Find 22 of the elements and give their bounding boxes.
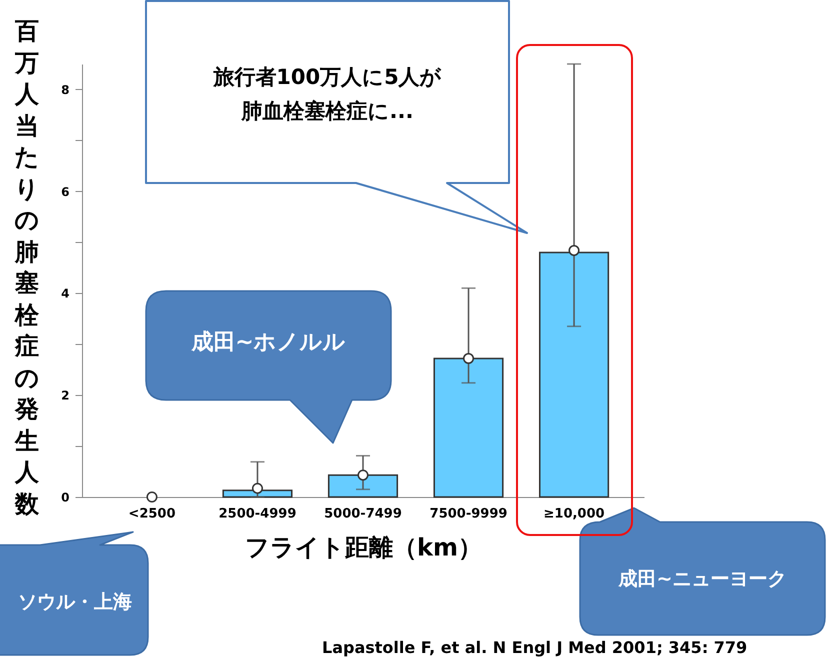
text: Lapastolle F, et al. N Engl J Med 2001; 345: 779: [322, 638, 748, 658]
point: [463, 352, 474, 364]
x-tick-label: ≥10,000: [544, 506, 605, 522]
x-tick-label: <2500: [128, 506, 176, 522]
point: [146, 492, 158, 502]
text: 百万人当たりの肺塞栓症の発生人数: [14, 17, 40, 518]
x-tick-label: 2500-4999: [218, 506, 296, 522]
y-tick-label: 0: [61, 490, 70, 504]
text: 成田~ニューヨーク: [617, 567, 788, 592]
point: [358, 470, 368, 481]
y-tick-label: 4: [61, 286, 70, 301]
point: [568, 244, 580, 256]
point: [252, 482, 263, 494]
text: ソウル・上海: [17, 590, 133, 615]
annotation: 旅行者100万人に5人が肺血栓塞栓症に...: [212, 64, 443, 125]
x-tick-label: 5000-7499: [324, 506, 402, 522]
y-tick-label: 8: [61, 82, 70, 97]
annotation: 成田~ホノルル: [190, 329, 347, 357]
x-tick-label: 7500-9999: [430, 506, 508, 522]
y-tick-label: 6: [61, 184, 70, 199]
x-axis-title: フライト距離（km）: [245, 534, 482, 562]
y-tick-label: 2: [61, 388, 70, 403]
